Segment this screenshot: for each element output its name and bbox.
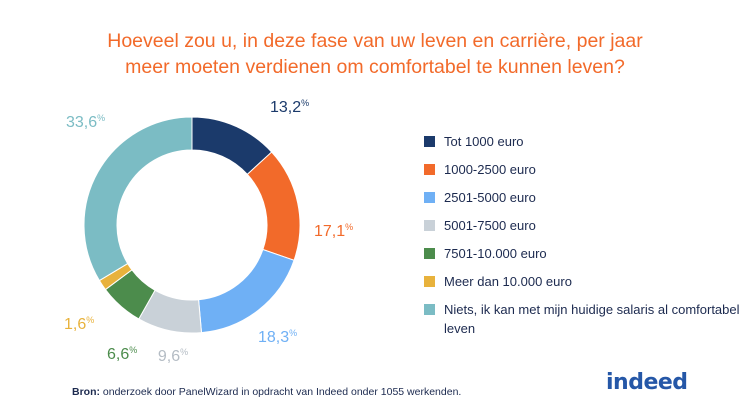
legend-label: Meer dan 10.000 euro: [444, 274, 572, 289]
percent-sign: %: [97, 113, 105, 123]
legend-label: 7501-10.000 euro: [444, 246, 547, 261]
percent-sign: %: [289, 328, 297, 338]
percent-sign: %: [301, 98, 309, 108]
legend-item-2501-5000: 2501-5000 euro: [424, 188, 744, 207]
legend-item-tot-1000: Tot 1000 euro: [424, 132, 744, 151]
legend-item-5001-7500: 5001-7500 euro: [424, 216, 744, 235]
percent-sign: %: [86, 315, 94, 325]
legend-swatch: [424, 220, 435, 231]
legend-label: Tot 1000 euro: [444, 134, 524, 149]
legend-item-meer-dan-10000: Meer dan 10.000 euro: [424, 272, 744, 291]
slice-value-label: 17,1%: [314, 222, 353, 240]
slice-value-label: 33,6%: [66, 113, 105, 131]
legend-item-1000-2500: 1000-2500 euro: [424, 160, 744, 179]
chart-title: Hoeveel zou u, in deze fase van uw leven…: [0, 28, 750, 80]
source-prefix: Bron:: [72, 386, 100, 398]
chart-title-line-1: Hoeveel zou u, in deze fase van uw leven…: [107, 30, 643, 52]
legend-label: 2501-5000 euro: [444, 190, 536, 205]
percent-sign: %: [345, 222, 353, 232]
chart-legend: Tot 1000 euro 1000-2500 euro 2501-5000 e…: [424, 132, 744, 347]
source-text: onderzoek door PanelWizard in opdracht v…: [100, 386, 462, 398]
legend-swatch: [424, 276, 435, 287]
slice-value-label: 13,2%: [270, 98, 309, 116]
legend-swatch: [424, 248, 435, 259]
source-note: Bron: onderzoek door PanelWizard in opdr…: [72, 386, 461, 398]
legend-item-7501-10000: 7501-10.000 euro: [424, 244, 744, 263]
chart-title-line-2: meer moeten verdienen om comfortabel te …: [125, 56, 625, 78]
slice-value-label: 18,3%: [258, 328, 297, 346]
slice-value-label: 1,6%: [64, 315, 94, 333]
percent-sign: %: [180, 347, 188, 357]
legend-swatch: [424, 192, 435, 203]
legend-label: 5001-7500 euro: [444, 218, 536, 233]
legend-label: Niets, ik kan met mijn huidige salaris a…: [444, 302, 740, 336]
slice-value-label: 6,6%: [107, 345, 137, 363]
percent-sign: %: [129, 345, 137, 355]
legend-item-niets: Niets, ik kan met mijn huidige salaris a…: [424, 300, 744, 338]
indeed-logo: indeed: [606, 370, 688, 395]
legend-swatch: [424, 164, 435, 175]
donut-slice: [198, 248, 295, 334]
legend-swatch: [424, 136, 435, 147]
slice-value-label: 9,6%: [158, 347, 188, 365]
donut-slice: [83, 116, 193, 282]
legend-swatch: [424, 304, 435, 315]
legend-label: 1000-2500 euro: [444, 162, 536, 177]
donut-slice: [246, 151, 301, 261]
